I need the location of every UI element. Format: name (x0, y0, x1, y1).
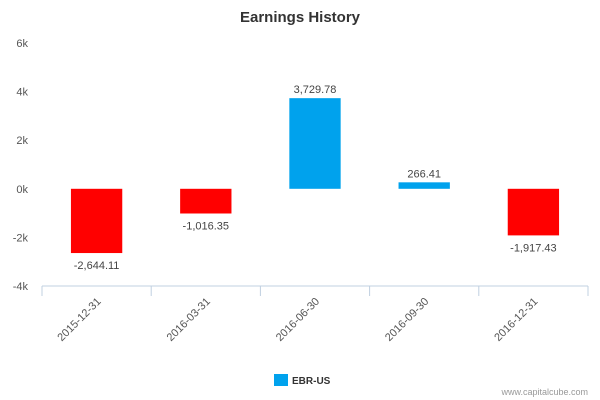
credit-text: www.capitalcube.com (500, 387, 588, 397)
y-tick-label: 6k (16, 38, 28, 50)
bar-2016-12-31[interactable] (507, 188, 560, 236)
data-label: -1,917.43 (510, 242, 556, 254)
y-axis: -4k -2k 0k 2k 4k 6k (13, 38, 29, 293)
x-tick-label: 2016-09-30 (383, 296, 431, 344)
legend[interactable]: EBR-US (274, 374, 331, 387)
bar-2016-09-30[interactable] (398, 182, 450, 189)
y-tick-label: 2k (16, 135, 28, 147)
legend-swatch (274, 374, 288, 386)
bar-2016-03-31[interactable] (180, 188, 232, 214)
x-axis: 2015-12-31 2016-03-31 2016-06-30 2016-09-30… (41, 286, 589, 344)
data-label: -1,016.35 (183, 220, 229, 232)
y-tick-label: -2k (13, 232, 29, 244)
x-tick-label: 2016-06-30 (274, 296, 322, 344)
legend-label: EBR-US (292, 376, 331, 387)
data-labels: -2,644.11 -1,016.35 3,729.78 266.41 -1,917.4… (74, 84, 557, 272)
data-label: 3,729.78 (294, 84, 337, 96)
x-tick-label: 2015-12-31 (55, 296, 103, 344)
x-tick-label: 2016-12-31 (492, 296, 540, 344)
chart-title: Earnings History (240, 9, 361, 26)
x-tick-label: 2016-03-31 (165, 296, 213, 344)
data-label: -2,644.11 (74, 260, 120, 272)
y-tick-label: 4k (16, 87, 28, 99)
bar-2015-12-31[interactable] (70, 188, 123, 254)
data-label: 266.41 (407, 168, 441, 180)
y-tick-label: 0k (16, 184, 28, 196)
bar-2016-06-30[interactable] (289, 98, 341, 189)
bars (70, 98, 560, 254)
y-tick-label: -4k (13, 281, 29, 293)
